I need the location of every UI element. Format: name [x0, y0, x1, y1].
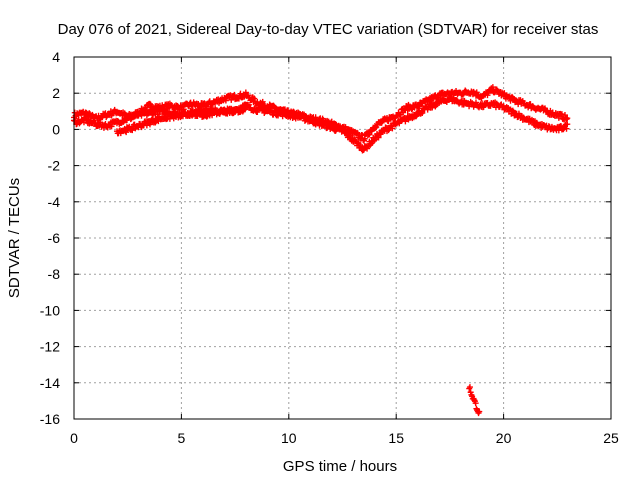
x-tick-label: 20 [496, 430, 512, 446]
data-point [245, 101, 252, 108]
data-point [466, 384, 473, 391]
data-point [375, 134, 382, 141]
data-point [564, 115, 571, 122]
x-tick-label: 0 [70, 430, 78, 446]
data-point [418, 108, 425, 115]
data-point [152, 119, 159, 126]
y-tick-label: -4 [48, 194, 61, 210]
data-point [242, 106, 249, 113]
x-tick-label: 10 [281, 430, 297, 446]
data-point [419, 110, 426, 117]
data-points [71, 84, 571, 417]
y-tick-label: -8 [48, 266, 61, 282]
data-point [361, 135, 368, 142]
data-point [312, 114, 319, 121]
data-point [122, 128, 129, 135]
data-point [146, 100, 153, 107]
y-tick-label: -6 [48, 230, 61, 246]
data-point [143, 122, 150, 129]
data-point [332, 121, 339, 128]
y-tick-label: -12 [40, 339, 60, 355]
data-point [370, 137, 377, 144]
data-point [123, 129, 130, 136]
data-point [237, 90, 244, 97]
data-point [473, 89, 480, 96]
data-point [408, 106, 415, 113]
data-point [271, 107, 278, 114]
data-point [186, 112, 193, 119]
data-point [231, 91, 238, 98]
data-point [471, 397, 478, 404]
y-tick-label: 2 [52, 85, 60, 101]
data-point [389, 125, 396, 132]
data-point [563, 125, 570, 132]
y-tick-label: -14 [40, 375, 60, 391]
x-tick-label: 5 [178, 430, 186, 446]
data-point [561, 112, 568, 119]
y-tick-label: -10 [40, 302, 60, 318]
data-point [86, 110, 93, 117]
x-tick-label: 15 [388, 430, 404, 446]
data-point [558, 111, 565, 118]
data-point [489, 84, 496, 91]
data-point [254, 108, 261, 115]
data-point [194, 111, 201, 118]
data-point [228, 96, 235, 103]
data-point [308, 116, 315, 123]
data-point [476, 408, 483, 415]
y-axis-label: SDTVAR / TECUs [6, 178, 23, 298]
data-point [222, 97, 229, 104]
y-tick-label: 0 [52, 121, 60, 137]
data-point [472, 400, 479, 407]
data-point [563, 116, 570, 123]
y-tick-label: -2 [48, 158, 61, 174]
data-point [555, 127, 562, 134]
data-point [484, 92, 491, 99]
series-track-c [113, 105, 249, 137]
data-point [285, 107, 292, 114]
data-point [259, 98, 266, 105]
data-point [202, 105, 209, 112]
chart-title: Day 076 of 2021, Sidereal Day-to-day VTE… [58, 21, 599, 38]
y-tick-label: -16 [40, 411, 60, 427]
data-point [108, 123, 115, 130]
data-point [555, 114, 562, 121]
data-point [413, 113, 420, 120]
x-tick-label: 25 [603, 430, 619, 446]
data-point [346, 132, 353, 139]
data-point [366, 131, 373, 138]
data-point [472, 99, 479, 106]
data-point [129, 127, 136, 134]
y-tick-label: 4 [52, 49, 60, 65]
data-point [509, 107, 516, 114]
series-outlier-track [466, 384, 483, 417]
data-point [385, 118, 392, 125]
data-point [359, 132, 366, 139]
data-point [564, 121, 571, 128]
x-axis-label: GPS time / hours [283, 458, 397, 475]
